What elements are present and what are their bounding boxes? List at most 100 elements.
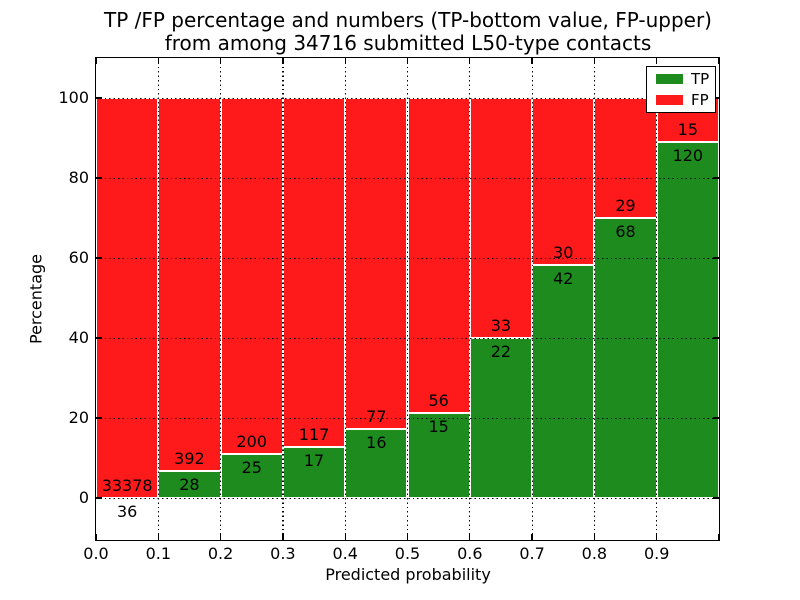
tp-bar-segment-7 — [532, 264, 595, 498]
x-tick-bottom-9 — [656, 534, 658, 540]
fp-count-label-9: 15 — [677, 120, 699, 140]
x-tick-bottom-0 — [95, 534, 97, 540]
tp-count-label-7: 42 — [553, 268, 574, 288]
fp-legend-swatch-icon — [656, 95, 683, 105]
tp-count-label-5: 15 — [428, 417, 449, 437]
x-tick-top-8 — [593, 58, 596, 64]
y-tick-right-80 — [713, 177, 719, 179]
x-tick-label-0.9: 0.9 — [643, 544, 670, 563]
x-tick-top-10 — [718, 58, 720, 64]
fp-count-label-1: 392 — [174, 449, 205, 469]
x-tick-bottom-10 — [718, 534, 720, 540]
tp-count-label-8: 68 — [615, 221, 636, 241]
y-tick-left-100 — [96, 97, 102, 99]
legend-entry-tp: TP — [656, 71, 715, 87]
x-tick-label-0.8: 0.8 — [581, 544, 608, 563]
v-gridline-6 — [469, 58, 471, 540]
fp-bar-segment-0 — [96, 98, 159, 498]
x-tick-top-9 — [656, 58, 658, 64]
y-tick-left-20 — [96, 417, 102, 419]
x-tick-label-0.6: 0.6 — [457, 544, 483, 563]
x-tick-label-0.5: 0.5 — [394, 544, 421, 563]
x-tick-label-0.0: 0.0 — [83, 544, 109, 563]
fp-bar-segment-8 — [594, 98, 657, 218]
x-tick-bottom-4 — [344, 534, 346, 540]
v-gridline-8 — [593, 58, 596, 540]
x-tick-bottom-1 — [157, 534, 159, 540]
fp-count-label-4: 77 — [366, 407, 387, 427]
v-gridline-1 — [157, 58, 159, 540]
x-tick-label-0.3: 0.3 — [270, 544, 296, 563]
fp-count-label-0: 33378 — [101, 475, 153, 495]
tp-bar-segment-5 — [407, 413, 470, 498]
axes-frame — [95, 57, 720, 541]
x-tick-bottom-5 — [406, 534, 409, 540]
x-tick-bottom-6 — [469, 534, 471, 540]
x-tick-top-6 — [469, 58, 471, 64]
y-tick-label-80: 80 — [68, 168, 89, 187]
tp-bar-segment-9 — [656, 142, 719, 498]
v-gridline-4 — [344, 58, 346, 540]
y-axis-label: Percentage — [26, 253, 46, 345]
y-tick-label-100: 100 — [58, 88, 89, 107]
x-tick-top-3 — [282, 58, 284, 64]
fp-count-label-8: 29 — [615, 195, 636, 215]
y-tick-label-40: 40 — [68, 328, 89, 347]
y-tick-left-80 — [96, 177, 102, 179]
fp-bar-segment-2 — [220, 98, 283, 454]
y-tick-right-0 — [713, 497, 719, 499]
y-tick-right-60 — [713, 257, 719, 259]
v-gridline-2 — [220, 58, 222, 540]
fp-legend-label: FP — [691, 90, 709, 109]
x-tick-top-5 — [406, 58, 409, 64]
tp-bar-segment-4 — [345, 429, 408, 498]
v-gridline-3 — [282, 58, 284, 540]
tp-bar-segment-1 — [158, 471, 221, 498]
y-tick-label-60: 60 — [68, 248, 89, 267]
y-tick-left-40 — [96, 337, 102, 339]
fp-count-label-7: 30 — [553, 242, 574, 262]
x-tick-label-0.1: 0.1 — [145, 544, 172, 563]
v-gridline-5 — [407, 58, 409, 540]
x-tick-label-0.2: 0.2 — [207, 544, 234, 563]
tp-count-label-0: 36 — [116, 501, 138, 521]
x-tick-top-0 — [95, 58, 97, 64]
x-tick-bottom-3 — [282, 534, 284, 540]
y-tick-label-20: 20 — [68, 408, 89, 427]
fp-bar-segment-7 — [532, 98, 595, 265]
tp-count-label-1: 28 — [179, 475, 200, 495]
x-tick-top-1 — [157, 58, 159, 64]
x-tick-bottom-7 — [531, 534, 533, 540]
x-tick-top-4 — [344, 58, 346, 64]
y-tick-right-40 — [713, 337, 719, 339]
y-tick-label-0: 0 — [78, 488, 89, 507]
tp-count-label-3: 17 — [303, 451, 325, 471]
legend-entry-fp: FP — [656, 90, 715, 109]
fp-count-label-2: 200 — [236, 431, 268, 451]
chart-title-line2: from among 34716 submitted L50-type cont… — [164, 31, 652, 55]
tp-bar-segment-8 — [594, 217, 657, 498]
fp-count-label-5: 56 — [428, 391, 449, 411]
y-tick-right-20 — [713, 417, 719, 419]
y-tick-left-0 — [96, 497, 102, 499]
x-tick-label-0.7: 0.7 — [519, 544, 545, 563]
y-tick-right-100 — [713, 97, 719, 99]
tp-count-label-9: 120 — [672, 146, 704, 166]
tp-count-label-2: 25 — [241, 457, 262, 477]
fp-bar-segment-3 — [282, 98, 346, 448]
fp-bar-segment-4 — [345, 98, 408, 430]
legend: TP FP — [646, 66, 716, 113]
x-axis-label: Predicted probability — [325, 565, 491, 584]
y-tick-left-60 — [96, 257, 102, 259]
tp-count-label-4: 16 — [366, 433, 387, 453]
x-tick-bottom-2 — [219, 534, 222, 540]
fp-count-label-3: 117 — [298, 425, 330, 445]
tp-legend-swatch-icon — [656, 74, 683, 84]
tp-count-label-6: 22 — [490, 342, 512, 361]
x-tick-top-2 — [219, 58, 222, 64]
v-gridline-7 — [531, 58, 533, 540]
chart-title-line1: TP /FP percentage and numbers (TP-bottom… — [104, 8, 712, 32]
v-gridline-9 — [656, 58, 658, 540]
tp-bar-segment-3 — [282, 447, 346, 498]
